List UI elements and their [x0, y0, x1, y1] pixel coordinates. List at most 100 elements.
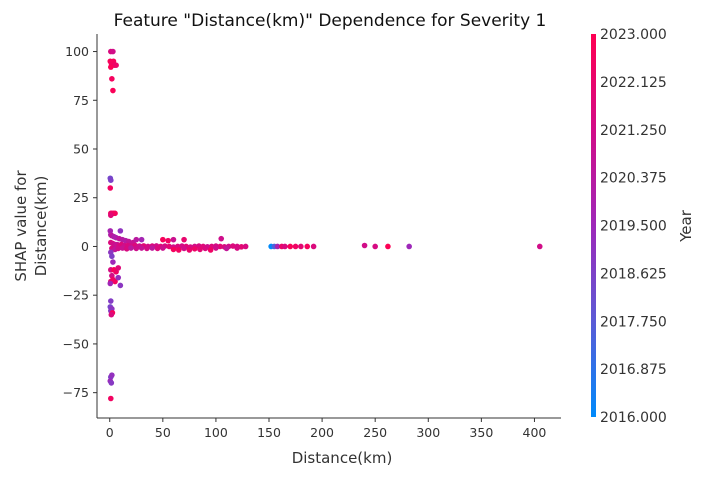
scatter-point	[113, 62, 119, 68]
scatter-point	[138, 245, 145, 251]
colorbar-tick-label: 2021.250	[600, 123, 667, 139]
colorbar-tick-label: 2019.500	[600, 219, 667, 235]
colorbar-tick-label: 2020.375	[600, 171, 667, 187]
scatter-point	[133, 236, 140, 243]
scatter-point	[310, 243, 317, 250]
y-axis-label: SHAP value for Distance(km)	[12, 170, 50, 282]
scatter-point	[166, 243, 173, 250]
scatter-point	[274, 243, 281, 250]
scatter-point	[372, 243, 378, 250]
scatter-point	[175, 247, 182, 253]
scatter-point	[213, 245, 219, 251]
scatter-point	[108, 177, 114, 183]
y-tick-label: −25	[63, 288, 89, 303]
scatter-point	[149, 245, 156, 251]
scatter-point	[536, 243, 543, 250]
scatter-point	[115, 265, 122, 271]
scatter-point	[109, 372, 115, 378]
colorbar-tick-label: 2016.000	[600, 410, 667, 426]
x-tick-label: 100	[204, 425, 228, 440]
scatter-point	[186, 247, 193, 253]
scatter-point	[109, 76, 115, 82]
y-tick-label: −75	[63, 385, 89, 400]
chart-title: Feature "Distance(km)" Dependence for Se…	[114, 11, 547, 31]
scatter-point	[170, 236, 177, 243]
scatter-point	[112, 210, 118, 217]
x-tick-label: 50	[155, 425, 171, 440]
colorbar-tick-label: 2023.000	[600, 27, 667, 43]
colorbar-tick-label: 2016.875	[600, 362, 667, 378]
y-axis-label-line-2: Distance(km)	[32, 176, 50, 277]
scatter-point	[108, 64, 114, 70]
scatter-point	[292, 243, 299, 250]
scatter-point	[361, 242, 368, 249]
scatter-point	[128, 245, 134, 251]
y-tick-label: 25	[73, 190, 89, 205]
scatter-point	[108, 311, 115, 318]
scatter-point	[238, 244, 245, 250]
x-axis-label: Distance(km)	[292, 449, 393, 467]
colorbar-label: Year	[677, 209, 695, 243]
scatter-point	[144, 245, 150, 252]
x-tick-label: 150	[257, 425, 281, 440]
scatter-point	[234, 245, 240, 251]
scatter-point	[107, 185, 114, 191]
y-tick-label: −50	[63, 336, 89, 351]
scatter-point	[115, 274, 122, 281]
x-tick-label: 0	[106, 425, 114, 440]
scatter-point	[160, 245, 166, 251]
x-tick-label: 400	[523, 425, 547, 440]
scatter-point	[154, 245, 161, 252]
scatter-point	[108, 212, 114, 219]
scatter-point	[110, 48, 116, 55]
scatter-point	[191, 246, 198, 252]
scatter-point	[242, 243, 249, 250]
scatter-point	[218, 235, 225, 242]
scatter-point	[202, 245, 209, 252]
y-tick-label: 100	[65, 44, 89, 59]
scatter-point	[385, 243, 391, 250]
colorbar: Year 2016.000 2016.875 2017.750 2018.625 201…	[591, 27, 695, 426]
scatter-point	[119, 245, 126, 251]
scatter-point	[304, 243, 311, 250]
x-tick-label: 300	[416, 425, 440, 440]
scatter-point	[108, 395, 114, 402]
scatter-point	[197, 246, 203, 253]
scatter-point	[160, 236, 166, 243]
x-tick-label: 350	[469, 425, 493, 440]
scatter-point	[107, 280, 114, 287]
x-tick-label: 250	[363, 425, 387, 440]
colorbar-gradient	[591, 34, 596, 417]
scatter-point	[138, 236, 145, 243]
scatter-point	[181, 236, 187, 243]
scatter-point	[406, 243, 412, 250]
scatter-point	[230, 243, 236, 249]
scatter-point	[165, 237, 171, 244]
scatter-point	[108, 298, 114, 304]
scatter-points	[107, 48, 543, 402]
scatter-point	[123, 246, 130, 252]
scatter-point	[115, 245, 122, 252]
scatter-point	[287, 243, 294, 250]
scatter-point	[133, 245, 140, 252]
scatter-point	[282, 243, 288, 250]
scatter-point	[117, 282, 124, 289]
scatter-point	[110, 259, 116, 265]
x-tick-label: 200	[310, 425, 334, 440]
scatter-point	[170, 246, 177, 253]
scatter-point	[109, 253, 115, 260]
scatter-point	[117, 228, 124, 234]
y-tick-label: 50	[73, 142, 89, 157]
scatter-point	[217, 243, 223, 250]
scatter-point	[298, 243, 304, 250]
colorbar-tick-label: 2022.125	[600, 75, 667, 91]
scatter-point	[181, 245, 187, 252]
scatter-point	[223, 245, 230, 252]
colorbar-tick-label: 2018.625	[600, 266, 667, 282]
y-axis-label-line-1: SHAP value for	[12, 170, 30, 282]
scatter-point	[207, 247, 214, 253]
scatter-point	[108, 380, 115, 386]
colorbar-tick-label: 2017.750	[600, 314, 667, 330]
